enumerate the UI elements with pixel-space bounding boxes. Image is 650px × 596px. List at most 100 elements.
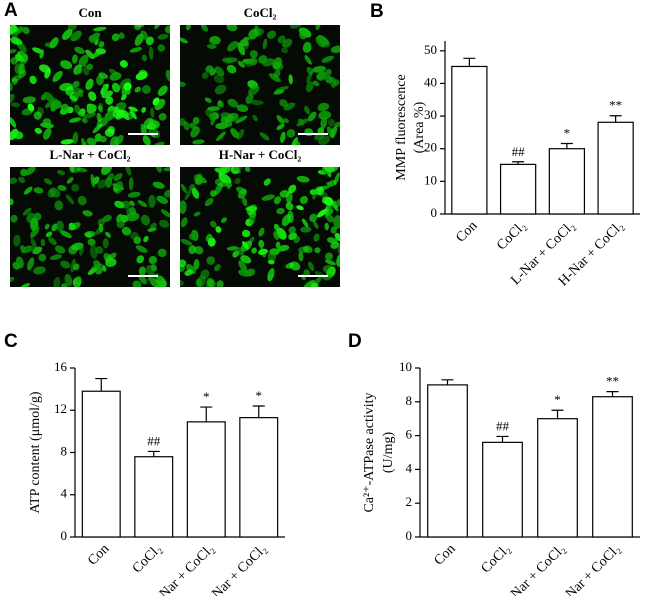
cell [306,66,314,75]
cell [309,213,318,222]
cell [327,118,336,127]
cell [12,130,24,140]
cell [324,259,336,266]
cell [33,266,46,275]
cell [237,60,246,68]
cell [85,78,94,90]
cell [22,207,32,216]
cell [232,250,240,258]
cell [77,195,87,206]
cell [148,46,154,60]
cell [326,237,338,244]
micrograph [180,25,340,145]
cell [314,247,321,254]
cell [143,235,149,243]
error-bar [441,379,454,385]
cell [125,167,132,176]
y-tick-label: 8 [61,443,68,458]
cell [111,82,121,93]
cell [157,85,168,96]
error-bar [609,115,622,123]
cell [132,280,142,287]
cell [65,194,75,205]
cell [275,86,289,92]
cell [221,217,227,223]
cell [10,36,23,45]
bar [427,384,468,538]
cell [117,109,129,119]
cell [72,54,78,64]
cell [79,244,85,256]
cell [154,25,161,30]
y-axis-label: MMP fluorescence [394,74,409,180]
cell [317,127,325,135]
cell [291,136,299,145]
cell [281,214,292,227]
cell [214,182,223,195]
cell [298,251,304,262]
cell [21,108,33,116]
x-tick-label: CoCl₂ [494,218,529,253]
cell [180,238,193,246]
error-bar [252,405,265,418]
cell [234,177,241,185]
cell [258,227,265,237]
cell [86,104,97,114]
micrograph [10,167,170,287]
cell [108,68,118,75]
cell [192,139,205,145]
cell [152,181,165,189]
panel-letter: B [370,1,384,22]
cell [213,74,225,84]
cell [53,276,61,287]
cell [87,238,96,246]
cell [226,246,239,251]
cell [190,126,200,138]
cell [288,184,297,194]
cell [241,241,249,250]
cell [276,123,285,131]
cell [226,25,238,32]
cell [200,25,209,32]
cell [138,266,147,276]
y-axis-label: ATP content (μmol/g) [28,391,43,513]
cell [330,226,337,234]
cell [309,189,317,195]
cell [128,106,138,112]
cell [156,275,167,287]
cell [249,99,264,106]
cell [215,122,229,130]
cell [299,195,308,205]
cell [238,260,248,273]
bar [482,441,523,538]
cell [258,239,265,248]
bar [537,418,578,538]
cell [43,91,55,103]
cell [163,167,170,172]
cell [69,117,82,123]
cell [123,82,132,91]
cell [23,186,33,195]
cell [323,167,335,172]
cell [184,188,192,201]
cell [119,60,128,68]
y-tick-label: 50 [424,42,437,57]
error-bar [512,161,525,165]
cell [134,25,145,28]
cell [317,102,330,112]
micrograph [180,167,340,287]
cell [276,207,285,215]
cell [78,54,89,67]
y-tick-label: 6 [406,427,413,442]
cell [150,107,155,118]
cell [312,65,326,73]
cell [40,238,46,247]
panel-letter: D [348,331,362,352]
cell [56,170,66,176]
cell [305,81,314,93]
cell [304,55,312,65]
cell [89,245,98,259]
cell [98,72,108,79]
significance: ## [147,433,161,448]
cell [136,255,145,264]
